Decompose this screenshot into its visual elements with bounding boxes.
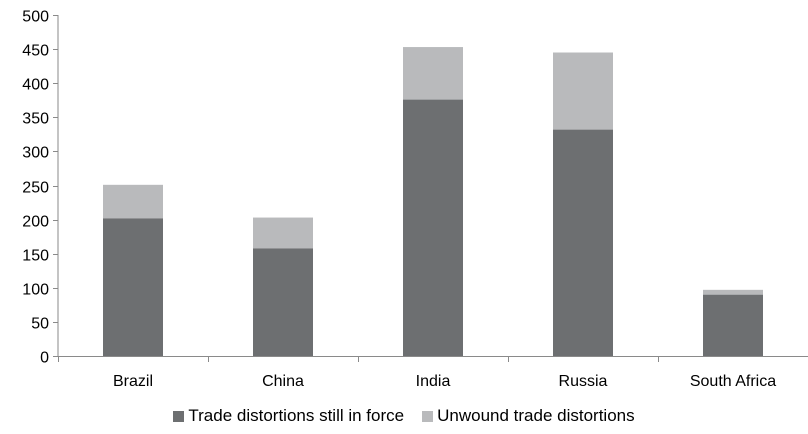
bar-segment-in-force [553, 129, 613, 356]
y-tick-label: 50 [31, 316, 49, 333]
bar-segment-unwound [553, 52, 613, 130]
y-tick-label: 200 [22, 214, 49, 231]
legend-label-in-force: Trade distortions still in force [188, 406, 405, 425]
bar-segment-in-force [103, 218, 163, 356]
legend-swatch-unwound [422, 410, 434, 422]
x-tick-label: Russia [559, 373, 608, 390]
bars [103, 47, 763, 357]
bar-segment-in-force [703, 294, 763, 356]
y-axis: 0 50 100 150 200 250 300 350 400 450 500 [22, 9, 59, 367]
x-tick-label: China [262, 373, 304, 390]
x-tick-label: Brazil [113, 373, 153, 390]
legend-label-unwound: Unwound trade distortions [437, 406, 635, 425]
y-tick-label: 250 [22, 180, 49, 197]
bar-segment-unwound [403, 47, 463, 100]
bar-segment-unwound [103, 184, 163, 219]
y-tick-label: 150 [22, 248, 49, 265]
y-tick-label: 400 [22, 77, 49, 94]
y-tick-label: 100 [22, 282, 49, 299]
legend: Trade distortions still in force Unwound… [0, 403, 808, 429]
y-tick-label: 300 [22, 145, 49, 162]
x-tick-label: India [416, 373, 451, 390]
x-axis: Brazil China India Russia South Africa [58, 356, 808, 390]
x-tick-label: South Africa [690, 373, 776, 390]
legend-item-in-force: Trade distortions still in force [173, 406, 404, 426]
y-tick-label: 450 [22, 43, 49, 60]
y-tick-label: 350 [22, 111, 49, 128]
bar-segment-in-force [403, 99, 463, 357]
y-tick-label: 0 [40, 350, 49, 367]
bar-chart-plot: 0 50 100 150 200 250 300 350 400 450 500 Brazil Chi… [22, 9, 808, 390]
bar-segment-unwound [703, 289, 763, 295]
legend-swatch-in-force [173, 410, 185, 422]
bar-segment-in-force [253, 248, 313, 356]
legend-item-unwound: Unwound trade distortions [422, 406, 635, 426]
y-tick-label: 500 [22, 9, 49, 26]
bar-segment-unwound [253, 217, 313, 249]
